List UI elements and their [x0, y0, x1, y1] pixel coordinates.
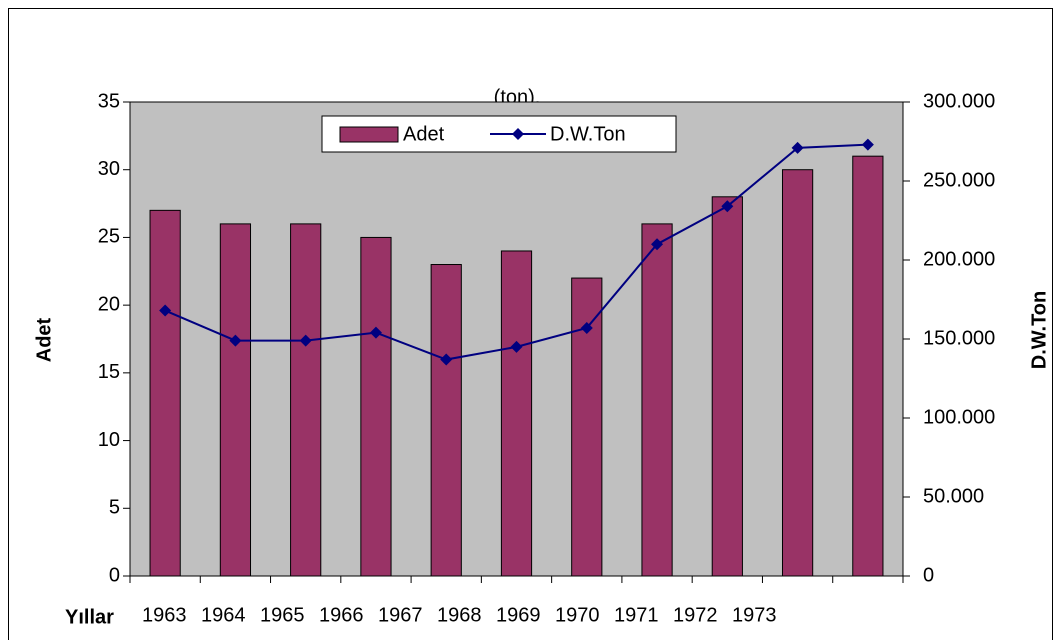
- line-marker: [299, 334, 312, 347]
- y-tick-label: 20: [98, 293, 120, 315]
- y2-tick-label: 300.000: [923, 90, 995, 112]
- x-tick-label: 1973: [732, 604, 777, 626]
- line-marker: [440, 353, 453, 366]
- line-marker: [791, 141, 804, 154]
- y2-tick-label: 250.000: [923, 169, 995, 191]
- bar: [360, 236, 392, 577]
- y-tick-label: 15: [98, 361, 120, 383]
- bar: [500, 250, 533, 577]
- x-tick-label: 1972: [673, 604, 718, 626]
- y2-tick-label: 200.000: [923, 248, 995, 270]
- y-tick-label: 25: [98, 226, 120, 248]
- y-tick-label: 5: [109, 497, 120, 519]
- y2-tick-label: 100.000: [923, 406, 995, 428]
- line-marker: [159, 304, 172, 317]
- line-marker: [861, 138, 874, 151]
- y-tick-label: 30: [98, 158, 120, 180]
- x-tick-label: 1971: [614, 604, 659, 626]
- x-tick-label: 1966: [319, 604, 364, 626]
- y-tick-label: 0: [109, 564, 120, 586]
- line-marker: [369, 326, 382, 339]
- line-marker: [580, 321, 593, 334]
- legend-label: D.W.Ton: [550, 123, 626, 145]
- legend-marker: [512, 128, 524, 140]
- line-marker: [721, 200, 734, 213]
- line-marker: [229, 334, 242, 347]
- y-tick-label: 10: [98, 429, 120, 451]
- bar: [430, 264, 462, 577]
- bar: [641, 223, 673, 577]
- x-tick-label: 1964: [201, 604, 246, 626]
- line-marker: [651, 238, 664, 251]
- bar: [149, 209, 181, 577]
- x-tick-label: 1969: [496, 604, 541, 626]
- x-axis-label: Yıllar: [65, 606, 114, 628]
- x-tick-label: 1963: [142, 604, 187, 626]
- y-tick-label: 35: [98, 90, 120, 112]
- legend-label: Adet: [403, 123, 445, 145]
- x-tick-label: 1970: [555, 604, 600, 626]
- y2-tick-label: 50.000: [923, 485, 984, 507]
- bar: [290, 223, 322, 577]
- bar: [219, 223, 252, 577]
- bar: [711, 196, 743, 577]
- legend-swatch: [339, 126, 399, 143]
- line-marker: [510, 340, 523, 353]
- x-tick-label: 1968: [437, 604, 482, 626]
- bar: [781, 169, 814, 577]
- y-axis-label: Adet: [33, 317, 55, 362]
- x-tick-label: 1967: [378, 604, 423, 626]
- bar: [852, 155, 884, 577]
- y2-tick-label: 150.000: [923, 327, 995, 349]
- y2-tick-label: 0: [923, 564, 934, 586]
- x-tick-label: 1965: [260, 604, 305, 626]
- y2-axis-label: D.W.Ton: [1028, 291, 1050, 370]
